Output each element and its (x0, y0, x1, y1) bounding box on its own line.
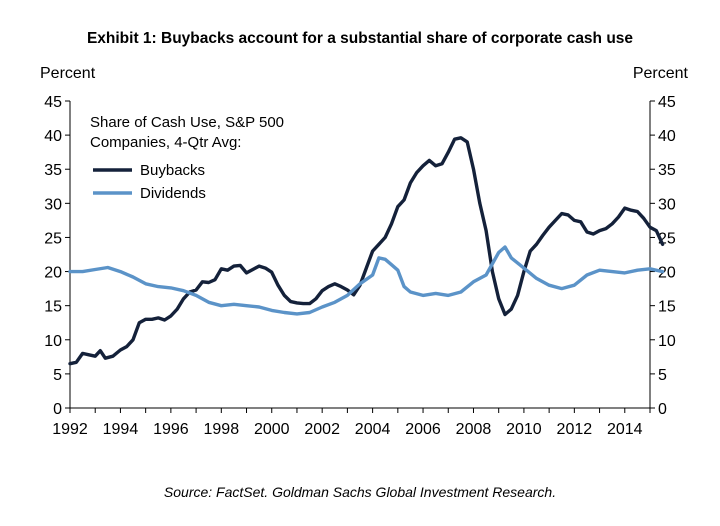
y-tick-label-right: 0 (658, 401, 667, 418)
x-tick-label: 2012 (557, 421, 593, 438)
y-tick-label-left: 15 (44, 299, 62, 316)
y-axis-label-right: Percent (633, 65, 689, 82)
x-tick-label: 1996 (153, 421, 189, 438)
series-line-dividends (68, 245, 665, 316)
legend-label-buybacks: Buybacks (140, 162, 205, 179)
y-tick-label-right: 5 (658, 367, 667, 384)
x-tick-label: 2002 (304, 421, 340, 438)
y-tick-label-right: 10 (658, 333, 676, 350)
y-tick-label-left: 35 (44, 162, 62, 179)
legend-label-dividends: Dividends (140, 185, 206, 202)
legend-title-line-2: Companies, 4-Qtr Avg: (90, 134, 241, 151)
y-tick-label-left: 40 (44, 128, 62, 145)
y-tick-label-right: 15 (658, 299, 676, 316)
source-note: Source: FactSet. Goldman Sachs Global In… (163, 484, 557, 500)
y-tick-label-left: 25 (44, 230, 62, 247)
x-tick-label: 2010 (506, 421, 542, 438)
legend-title-line-1: Share of Cash Use, S&P 500 (90, 114, 284, 131)
y-tick-label-right: 40 (658, 128, 676, 145)
x-tick-label: 2014 (607, 421, 643, 438)
x-tick-label: 1998 (204, 421, 240, 438)
y-tick-label-right: 20 (658, 265, 676, 282)
y-tick-label-right: 45 (658, 94, 676, 111)
y-tick-label-left: 5 (53, 367, 62, 384)
y-tick-label-left: 20 (44, 265, 62, 282)
x-tick-label: 1994 (103, 421, 139, 438)
x-tick-label: 2008 (456, 421, 492, 438)
y-tick-label-right: 30 (658, 196, 676, 213)
y-tick-label-right: 35 (658, 162, 676, 179)
x-tick-label: 2004 (355, 421, 391, 438)
y-tick-label-left: 10 (44, 333, 62, 350)
series-line-buybacks (68, 136, 665, 366)
x-tick-label: 1992 (52, 421, 88, 438)
y-tick-label-left: 30 (44, 196, 62, 213)
x-tick-label: 2006 (405, 421, 441, 438)
x-tick-label: 2000 (254, 421, 290, 438)
y-axis-label-left: Percent (40, 65, 96, 82)
exhibit-title: Exhibit 1: Buybacks account for a substa… (86, 30, 634, 47)
y-tick-label-left: 0 (53, 401, 62, 418)
y-tick-label-left: 45 (44, 94, 62, 111)
